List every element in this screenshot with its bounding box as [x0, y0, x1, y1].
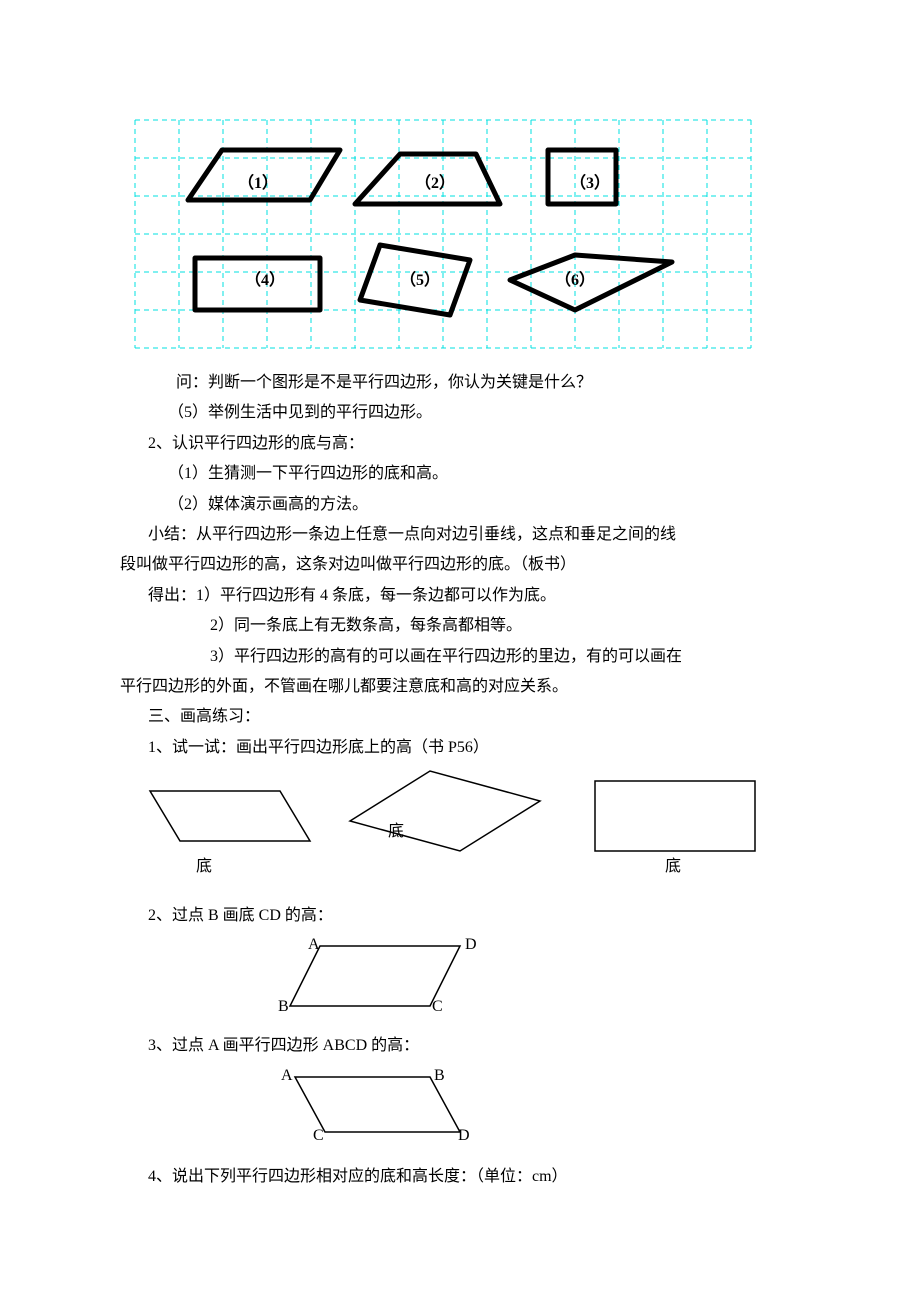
body-line-4: （2）媒体演示画高的方法。	[0, 490, 920, 520]
ex2-prompt: 2、过点 B 画底 CD 的高：	[0, 901, 920, 931]
svg-text:C: C	[313, 1127, 324, 1144]
grid-shapes-figure: （1） （2） （3） （4） （5） （6）	[0, 0, 920, 358]
svg-text:A: A	[308, 936, 320, 953]
ex4-prompt: 4、说出下列平行四边形相对应的底和高长度：（单位：cm）	[0, 1162, 920, 1192]
svg-text:（6）: （6）	[555, 271, 595, 289]
exercise1-figure: 底底底	[0, 761, 920, 891]
body-line-12: 1、试一试：画出平行四边形底上的高（书 P56）	[0, 733, 920, 763]
svg-text:D: D	[458, 1127, 470, 1144]
ex3-prompt: 3、过点 A 画平行四边形 ABCD 的高：	[0, 1031, 920, 1061]
body-line-3: （1）生猜测一下平行四边形的底和高。	[0, 459, 920, 489]
svg-text:D: D	[465, 936, 477, 953]
svg-text:底: 底	[388, 822, 404, 840]
body-line-8: 2）同一条底上有无数条高，每条高都相等。	[0, 611, 920, 641]
body-line-1: （5）举例生活中见到的平行四边形。	[0, 398, 920, 428]
svg-text:底: 底	[196, 857, 212, 875]
body-line-5: 小结：从平行四边形一条边上任意一点向对边引垂线，这点和垂足之间的线	[0, 520, 920, 550]
svg-text:（5）: （5）	[400, 271, 440, 289]
svg-text:（3）: （3）	[570, 174, 610, 192]
svg-text:（4）: （4）	[245, 271, 285, 289]
exercise2-figure: A D B C	[0, 931, 920, 1021]
exercise3-figure: A B C D	[0, 1062, 920, 1152]
body-line-10: 平行四边形的外面，不管画在哪儿都要注意底和高的对应关系。	[0, 672, 920, 702]
body-line-9: 3）平行四边形的高有的可以画在平行四边形的里边，有的可以画在	[0, 642, 920, 672]
svg-text:（2）: （2）	[415, 174, 455, 192]
svg-text:B: B	[434, 1067, 445, 1084]
svg-text:（1）: （1）	[238, 174, 278, 192]
body-line-6: 段叫做平行四边形的高，这条对边叫做平行四边形的底。（板书）	[0, 550, 920, 580]
svg-text:B: B	[278, 998, 289, 1015]
svg-text:底: 底	[665, 857, 681, 875]
body-line-7: 得出：1）平行四边形有 4 条底，每一条边都可以作为底。	[0, 581, 920, 611]
body-line-11: 三、画高练习：	[0, 702, 920, 732]
body-line-2: 2、认识平行四边形的底与高：	[0, 429, 920, 459]
body-line-0: 问：判断一个图形是不是平行四边形，你认为关键是什么？	[0, 368, 920, 398]
svg-text:A: A	[281, 1067, 293, 1084]
svg-text:C: C	[432, 998, 443, 1015]
